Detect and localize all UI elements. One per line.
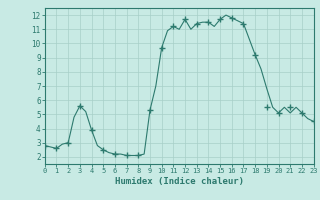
X-axis label: Humidex (Indice chaleur): Humidex (Indice chaleur) [115,177,244,186]
